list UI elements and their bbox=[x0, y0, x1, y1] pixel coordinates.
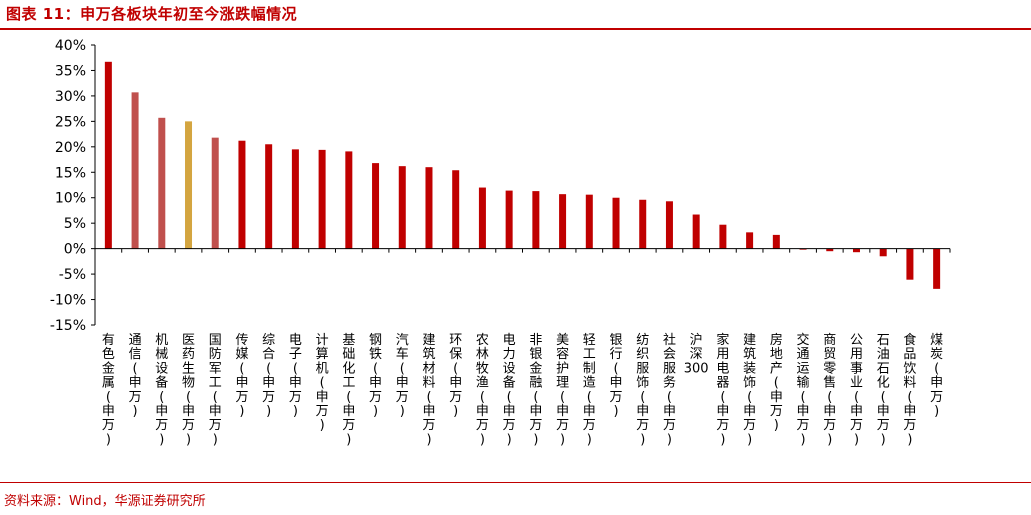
x-tick-label: 电力设备(申万) bbox=[503, 333, 516, 447]
bar-2 bbox=[158, 117, 166, 249]
bar-18 bbox=[585, 194, 593, 249]
bar-4 bbox=[211, 137, 219, 249]
bar-10 bbox=[372, 163, 380, 249]
x-tick-label: 房地产(申万) bbox=[770, 332, 783, 433]
x-tick-label: 医药生物(申万) bbox=[182, 333, 195, 447]
chart-title: 图表 11：申万各板块年初至今涨跌幅情况 bbox=[6, 5, 298, 23]
x-tick-label: 传媒(申万) bbox=[235, 333, 248, 419]
bar-12 bbox=[425, 167, 433, 249]
source-note: 资料来源：Wind，华源证券研究所 bbox=[4, 494, 206, 509]
bar-9 bbox=[345, 151, 353, 249]
x-tick-label: 食品饮料(申万) bbox=[903, 332, 916, 447]
x-tick-label: 钢铁(申万) bbox=[369, 333, 382, 419]
x-tick-label: 非银金融(申万) bbox=[529, 333, 542, 447]
x-tick-label: 沪深 300 bbox=[684, 332, 709, 376]
y-tick-label: 35% bbox=[55, 63, 86, 79]
bar-26 bbox=[799, 248, 807, 250]
bar-14 bbox=[478, 187, 486, 249]
bar-series bbox=[104, 61, 941, 289]
y-tick-label: 30% bbox=[55, 89, 86, 105]
x-tick-label: 有色金属(申万) bbox=[102, 333, 115, 447]
bar-25 bbox=[772, 234, 780, 249]
bar-3 bbox=[185, 121, 193, 249]
y-tick-label: 15% bbox=[55, 165, 86, 181]
x-tick-label: 公用事业(申万) bbox=[850, 333, 863, 447]
x-tick-label: 电子(申万) bbox=[289, 333, 302, 419]
bar-23 bbox=[719, 224, 727, 249]
bar-21 bbox=[665, 201, 673, 249]
x-tick-label: 通信(申万) bbox=[129, 333, 142, 419]
y-tick-label: 0% bbox=[64, 242, 86, 258]
bar-11 bbox=[398, 166, 406, 249]
bar-8 bbox=[318, 149, 326, 249]
y-tick-label: 5% bbox=[64, 216, 86, 232]
x-tick-label: 美容护理(申万) bbox=[556, 333, 569, 447]
x-tick-label: 基础化工(申万) bbox=[342, 333, 355, 447]
bar-24 bbox=[746, 232, 754, 249]
y-tick-label: 40% bbox=[55, 38, 86, 54]
bar-chart: -15% -10% -5% 0% 5% 10% 15% 20% 25% 30% 35% 40% 有色金… bbox=[50, 38, 951, 447]
x-tick-label: 交通运输(申万) bbox=[797, 332, 810, 447]
x-tick-label: 环保(申万) bbox=[449, 333, 462, 419]
bar-22 bbox=[692, 214, 700, 249]
bar-15 bbox=[505, 190, 513, 249]
y-axis: -15% -10% -5% 0% 5% 10% 15% 20% 25% 30% 35% 40% bbox=[50, 38, 96, 334]
x-tick-label: 煤炭(申万) bbox=[930, 333, 943, 419]
x-tick-label: 轻工制造(申万) bbox=[583, 333, 596, 447]
x-tick-label: 石油石化(申万) bbox=[877, 333, 890, 447]
bar-5 bbox=[238, 140, 246, 249]
bar-20 bbox=[639, 199, 647, 249]
bar-6 bbox=[265, 144, 273, 249]
x-tick-label: 农林牧渔(申万) bbox=[476, 333, 489, 447]
y-tick-label: -10% bbox=[50, 293, 86, 309]
x-tick-label: 商贸零售(申万) bbox=[823, 333, 836, 447]
x-tick-label: 机械设备(申万) bbox=[155, 333, 168, 447]
x-tick-label: 计算机(申万) bbox=[316, 333, 329, 433]
x-tick-label: 综合(申万) bbox=[262, 333, 275, 419]
x-tick-label: 国防军工(申万) bbox=[209, 333, 222, 447]
bar-29 bbox=[879, 248, 887, 257]
x-tick-label: 家用电器(申万) bbox=[716, 332, 729, 447]
y-tick-label: 10% bbox=[55, 191, 86, 207]
bottom-divider bbox=[0, 482, 1031, 483]
bar-16 bbox=[532, 191, 540, 249]
x-tick-label: 社会服务(申万) bbox=[663, 332, 676, 447]
x-tick-label: 汽车(申万) bbox=[396, 333, 409, 419]
y-tick-label: 20% bbox=[55, 140, 86, 156]
bar-13 bbox=[452, 170, 460, 249]
x-tick-label: 银行(申万) bbox=[610, 333, 623, 419]
y-tick-label: -15% bbox=[50, 318, 86, 334]
bar-30 bbox=[906, 248, 914, 280]
top-divider bbox=[0, 28, 1031, 30]
x-axis: 有色金属(申万) 通信(申万) 机械设备(申万) 医药生物(申万) 国防军工(申万) 传媒… bbox=[94, 248, 951, 447]
y-tick-label: 25% bbox=[55, 114, 86, 130]
x-tick-label: 建筑装饰(申万) bbox=[743, 333, 756, 447]
bar-1 bbox=[131, 92, 139, 249]
x-tick-label: 纺织服饰(申万) bbox=[636, 333, 649, 447]
bar-19 bbox=[612, 197, 620, 249]
bar-28 bbox=[852, 248, 860, 253]
bar-0 bbox=[104, 61, 112, 249]
bar-31 bbox=[933, 248, 941, 289]
bar-27 bbox=[826, 248, 834, 252]
y-tick-label: -5% bbox=[59, 267, 86, 283]
x-tick-label: 建筑材料(申万) bbox=[422, 333, 435, 447]
bar-7 bbox=[291, 149, 299, 249]
bar-17 bbox=[559, 194, 567, 249]
